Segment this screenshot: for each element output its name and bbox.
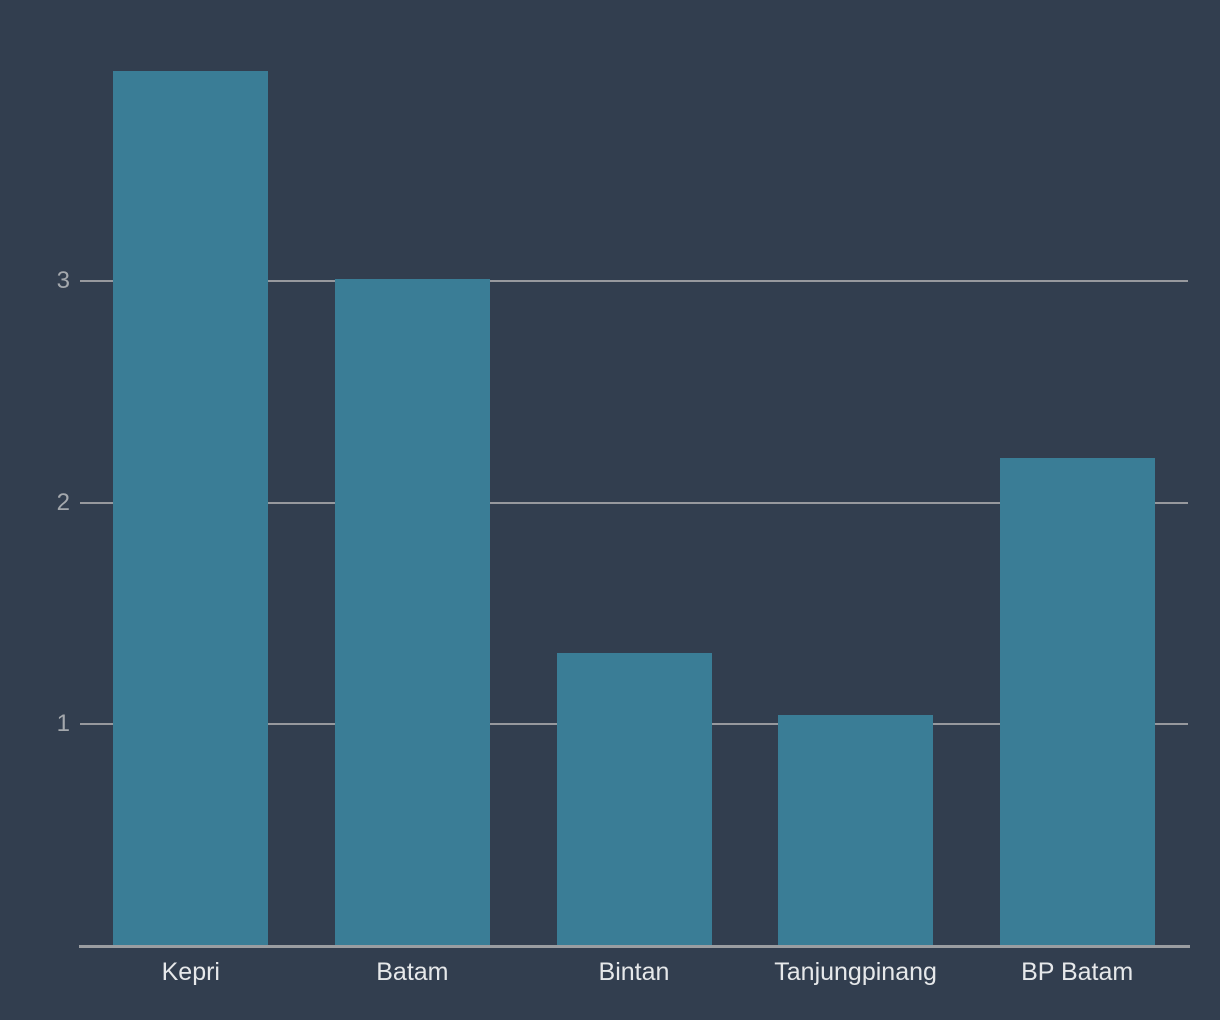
x-category-label-tanjungpinang: Tanjungpinang	[774, 958, 937, 986]
gridline-2	[80, 501, 1188, 504]
bar-kepri[interactable]	[113, 71, 269, 945]
x-category-label-bintan: Bintan	[598, 958, 670, 986]
bar-bp-batam[interactable]	[999, 458, 1155, 945]
gridline-3	[80, 280, 1188, 283]
bar-bintan[interactable]	[556, 653, 712, 945]
bar-batam[interactable]	[334, 279, 490, 945]
x-category-label-batam: Batam	[376, 958, 449, 986]
x-category-label-bp-batam: BP Batam	[1021, 958, 1134, 986]
bar-tanjungpinang[interactable]	[778, 714, 934, 945]
x-axis-line	[79, 945, 1190, 948]
y-tick-label-1: 1	[56, 709, 70, 737]
x-category-label-kepri: Kepri	[161, 958, 220, 986]
y-tick-label-3: 3	[56, 267, 70, 295]
y-tick-label-2: 2	[56, 488, 70, 516]
